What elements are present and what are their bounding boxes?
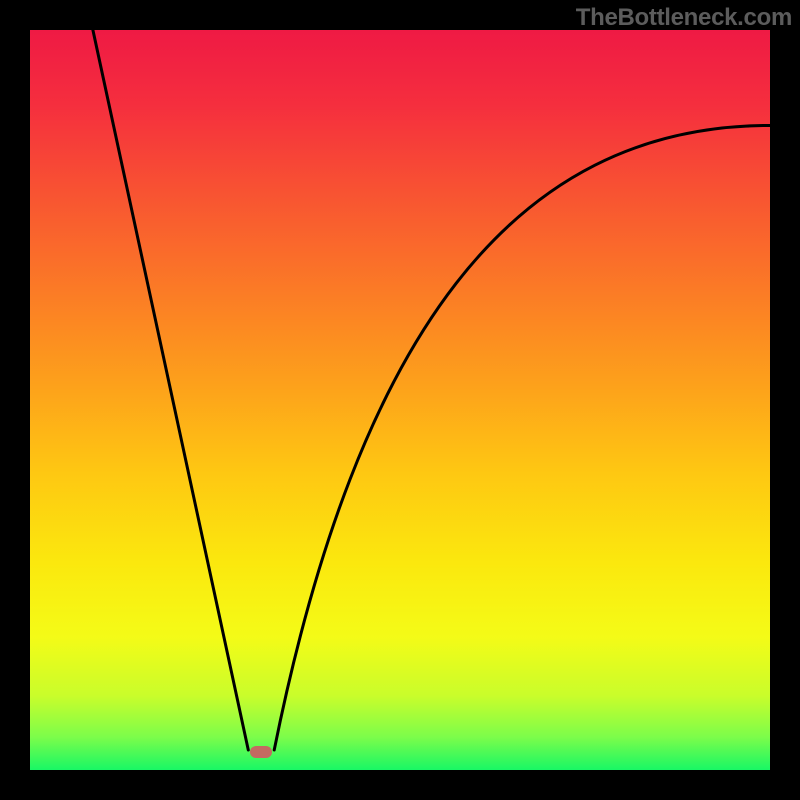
- plot-area: [30, 30, 770, 770]
- chart-root: TheBottleneck.com: [0, 0, 800, 800]
- watermark-text: TheBottleneck.com: [576, 4, 792, 32]
- curve-vertex-marker: [250, 746, 272, 758]
- bottleneck-curve: [30, 30, 770, 770]
